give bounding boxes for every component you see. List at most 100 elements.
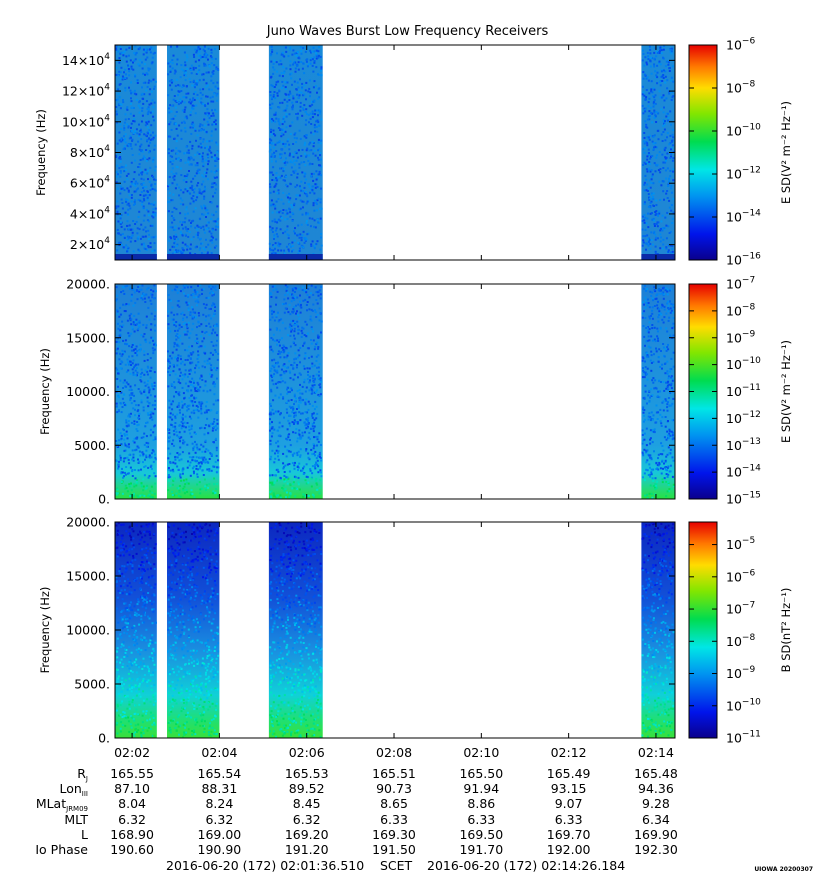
panel-1-cb-tick-label: 10−14 bbox=[726, 209, 761, 225]
panel-1-cb-tick-label: 10−10 bbox=[726, 123, 761, 139]
panel-3-ytick-label: 0. bbox=[98, 731, 110, 746]
x-tick-label: 02:10 bbox=[463, 745, 499, 760]
panel-1-ytick-label: 12×104 bbox=[62, 83, 110, 99]
ephemeris-value: 192.30 bbox=[634, 842, 678, 857]
panel-3-colorbar bbox=[688, 521, 718, 739]
ephemeris-value: 9.28 bbox=[642, 796, 670, 812]
ephemeris-label: Io Phase bbox=[35, 842, 88, 857]
panel-2-cb-tick-label: 10−13 bbox=[726, 437, 761, 453]
ephemeris-label: L bbox=[81, 826, 88, 842]
ephemeris-value: 9.07 bbox=[554, 796, 583, 812]
panel-1-block-speckle bbox=[167, 45, 220, 260]
panel-3-cb-tick-label: 10−11 bbox=[726, 730, 761, 746]
ephemeris-label: MLatJRM09 bbox=[35, 796, 88, 814]
ephemeris-value: 6.32 bbox=[118, 811, 146, 827]
panel-1-block-speckle bbox=[115, 45, 157, 260]
panel-2-cb-tick-label: 10−15 bbox=[726, 491, 761, 507]
panel-1-group: 2×104 4×104 6×104 8×104 10×104 12×104 14×104 Fr… bbox=[34, 37, 793, 268]
panel-2-ytick-label: 5000. bbox=[74, 438, 110, 453]
ephemeris-value: 6.33 bbox=[380, 811, 408, 827]
panel-2-ytick-label: 15000. bbox=[66, 330, 110, 345]
panel-1-cb-tick-label: 10−16 bbox=[726, 252, 761, 268]
panel-2-ytick-label: 10000. bbox=[66, 384, 110, 399]
ephemeris-value: 191.50 bbox=[372, 842, 416, 857]
panel-1-ytick-label: 8×104 bbox=[70, 144, 110, 160]
panel-1-ytick-label: 6×104 bbox=[70, 175, 110, 191]
panel-1-ytick-label: 4×104 bbox=[70, 205, 110, 221]
panel-3-cb-tick-label: 10−6 bbox=[726, 568, 755, 584]
panel-3-cb-tick-label: 10−7 bbox=[726, 601, 755, 617]
ephemeris-row: MLatJRM09 8.04 8.24 8.45 8.65 8.86 9.07 9.28 bbox=[0, 796, 815, 814]
panel-1-low-band bbox=[268, 254, 323, 260]
panel-2-block-speckle bbox=[268, 284, 323, 499]
ephemeris-row: L 168.90 169.00 169.20 169.30 169.50 169.70 169… bbox=[0, 827, 815, 842]
panel-1-low-band bbox=[641, 254, 675, 260]
panel-3-block-speckle bbox=[641, 522, 675, 738]
ephemeris-label: RJ bbox=[77, 766, 88, 783]
panel-1-cb-tick-label: 10−12 bbox=[726, 166, 761, 182]
ephemeris-value: 93.15 bbox=[550, 781, 587, 797]
panel-2-cb-tick-label: 10−11 bbox=[726, 383, 761, 399]
panel-2-block-speckle bbox=[115, 284, 157, 499]
x-tick-label: 02:12 bbox=[551, 745, 587, 760]
ephemeris-value: 165.53 bbox=[284, 766, 329, 781]
ephemeris-row: RJ 165.55 165.54 165.53 165.51 165.50 165.49 16… bbox=[0, 766, 815, 783]
ephemeris-value: 165.51 bbox=[372, 766, 416, 781]
ephemeris-value: 87.10 bbox=[114, 781, 150, 797]
ephemeris-value: 190.90 bbox=[197, 842, 242, 857]
ephemeris-value: 8.86 bbox=[467, 796, 496, 812]
panel-1-ytick-label: 14×104 bbox=[62, 52, 110, 68]
ephemeris-value: 169.50 bbox=[459, 826, 504, 842]
ephemeris-value: 168.90 bbox=[110, 826, 154, 842]
ephemeris-value: 165.54 bbox=[197, 766, 242, 781]
ephemeris-value: 8.24 bbox=[205, 796, 234, 812]
footer-scet-label: SCET bbox=[380, 858, 413, 873]
ephemeris-value: 169.20 bbox=[284, 826, 329, 842]
panel-3-ytick-label: 5000. bbox=[74, 677, 110, 692]
panel-2-cb-tick-label: 10−10 bbox=[726, 356, 761, 372]
ephemeris-value: 169.70 bbox=[546, 826, 591, 842]
panel-1-ytick-label: 2×104 bbox=[70, 236, 110, 252]
panel-3-ytick-label: 15000. bbox=[66, 569, 110, 584]
panel-2-ytick-label: 0. bbox=[98, 492, 110, 507]
panel-1-low-band bbox=[115, 254, 157, 260]
ephemeris-value: 190.60 bbox=[110, 842, 154, 857]
ephemeris-value: 94.36 bbox=[638, 781, 674, 797]
ephemeris-value: 165.55 bbox=[110, 766, 154, 781]
ephemeris-row: MLT 6.32 6.32 6.32 6.33 6.33 6.33 6.34 bbox=[0, 812, 815, 827]
panel-1-block-speckle bbox=[641, 45, 675, 258]
panel-1-cb-tick-label: 10−8 bbox=[726, 80, 755, 96]
footer-end-time: 2016-06-20 (172) 02:14:26.184 bbox=[427, 858, 626, 873]
panel-3-ylabel: Frequency (Hz) bbox=[38, 587, 52, 674]
ephemeris-value: 8.65 bbox=[380, 796, 408, 812]
panel-1-low-band bbox=[167, 254, 220, 260]
panel-3-cb-tick-label: 10−8 bbox=[726, 633, 755, 649]
panel-2-cb-tick-label: 10−12 bbox=[726, 410, 761, 426]
ephemeris-value: 191.20 bbox=[284, 842, 329, 857]
x-tick-label: 02:14 bbox=[638, 745, 674, 760]
panel-2-cb-tick-label: 10−7 bbox=[726, 276, 755, 292]
ephemeris-label: MLT bbox=[64, 811, 88, 827]
x-tick-label: 02:04 bbox=[201, 745, 237, 760]
panel-1-ytick-label: 10×104 bbox=[62, 113, 110, 129]
panel-3-ytick-label: 10000. bbox=[66, 623, 110, 638]
panel-2-ylabel: Frequency (Hz) bbox=[38, 348, 52, 435]
panel-1-colorbar bbox=[688, 44, 718, 261]
ephemeris-value: 165.50 bbox=[459, 766, 504, 781]
ephemeris-value: 6.34 bbox=[642, 811, 670, 827]
panel-3-block-speckle bbox=[167, 523, 220, 738]
ephemeris-value: 91.94 bbox=[463, 781, 500, 797]
ephemeris-value: 192.00 bbox=[546, 842, 591, 857]
panel-3-cb-tick-label: 10−10 bbox=[726, 697, 761, 713]
panel-2-cb-tick-label: 10−9 bbox=[726, 329, 755, 345]
ephemeris-value: 191.70 bbox=[459, 842, 504, 857]
x-tick-label: 02:06 bbox=[289, 745, 325, 760]
ephemeris-value: 89.52 bbox=[288, 781, 325, 797]
ephemeris-value: 88.31 bbox=[201, 781, 238, 797]
footer-start-time: 2016-06-20 (172) 02:01:36.510 bbox=[166, 858, 365, 873]
ephemeris-value: 6.32 bbox=[292, 811, 321, 827]
chart-title: Juno Waves Burst Low Frequency Receivers bbox=[266, 24, 549, 39]
ephemeris-value: 6.32 bbox=[205, 811, 234, 827]
ephemeris-value: 169.00 bbox=[197, 826, 242, 842]
